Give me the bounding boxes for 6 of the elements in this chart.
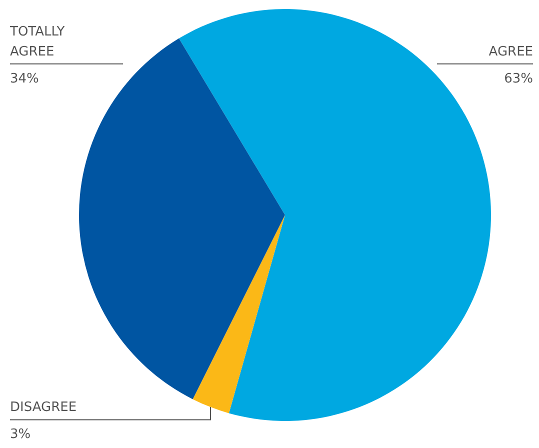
slice-label: TOTALLY AGREE (9, 24, 65, 60)
slice-label: AGREE (488, 44, 533, 60)
slice-label: DISAGREE (10, 400, 77, 416)
data-label: 63% (504, 71, 533, 86)
data-label: 34% (10, 71, 39, 86)
data-label: 3% (10, 427, 31, 442)
